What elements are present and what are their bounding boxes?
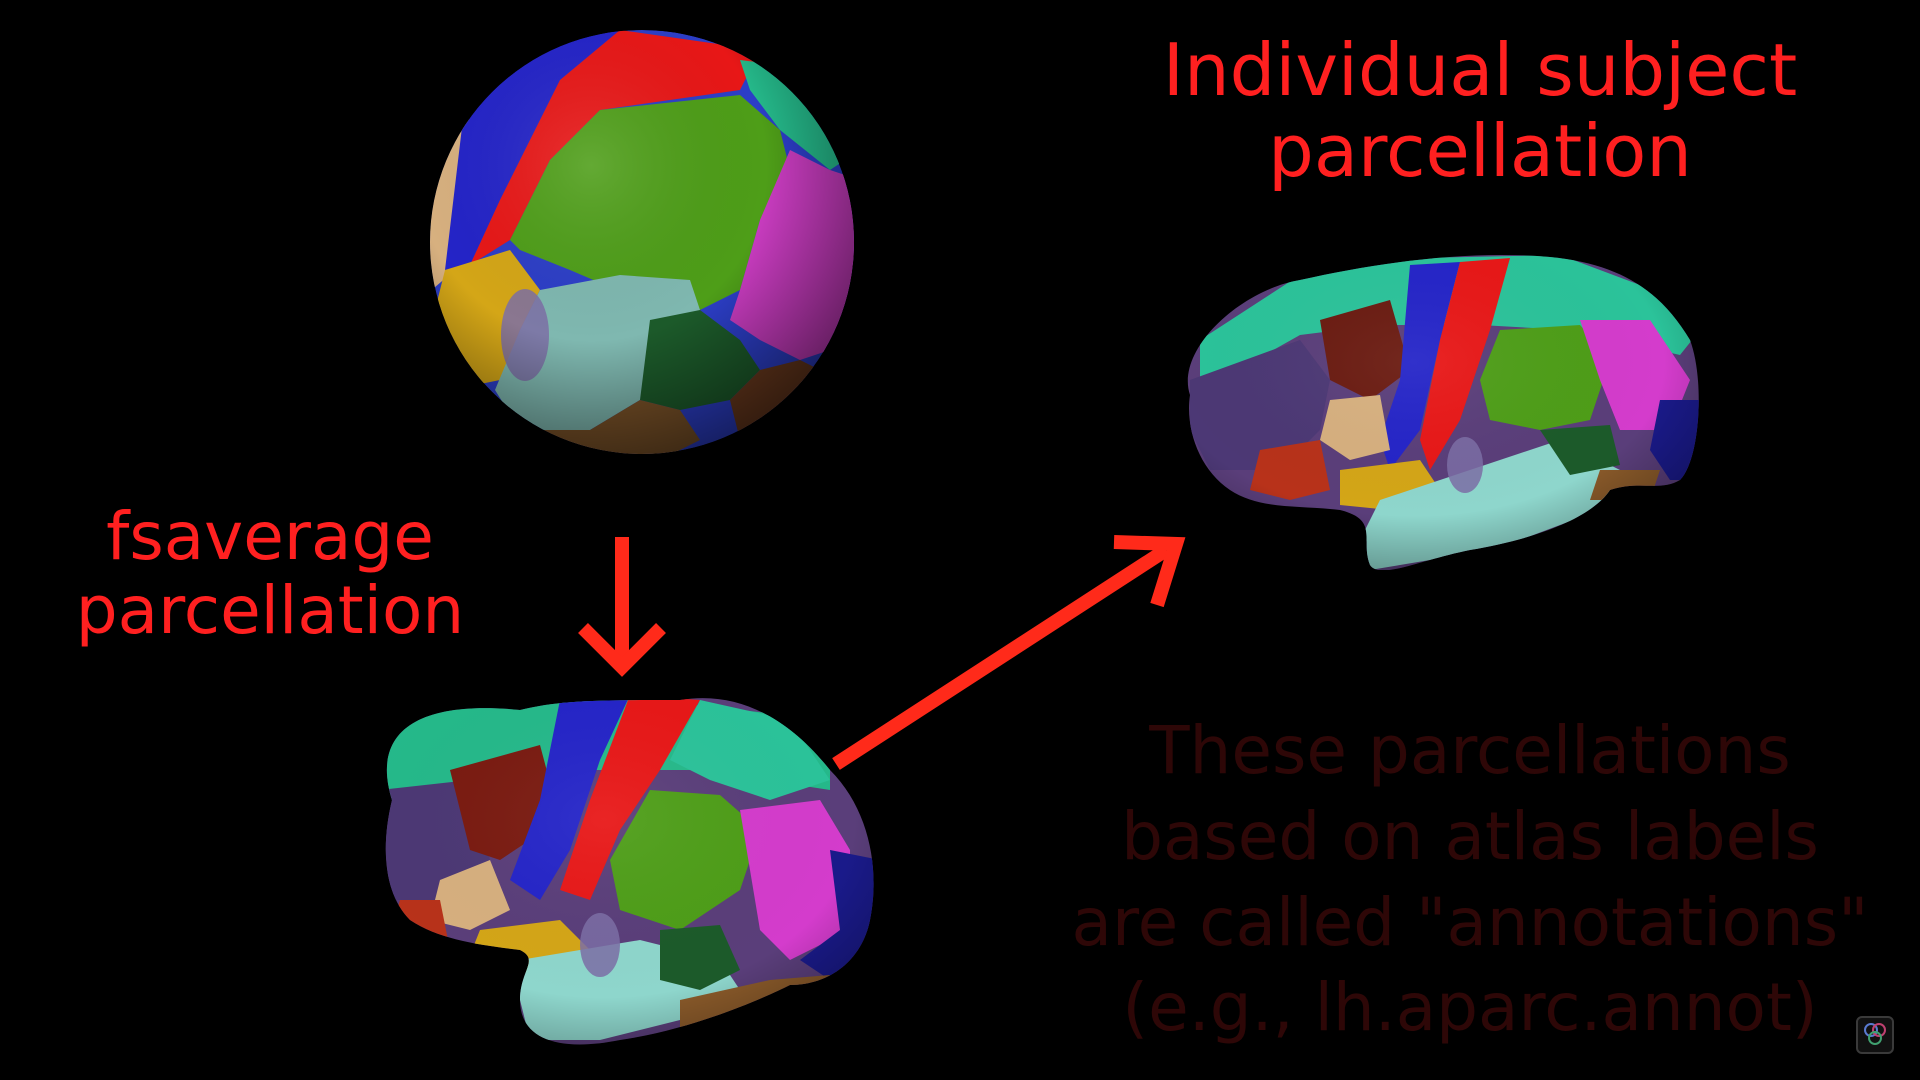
note-line2: based on atlas labels <box>1121 797 1819 875</box>
subject-label-line1: Individual subject <box>1162 28 1798 112</box>
fsaverage-label-line2: parcellation <box>75 571 465 649</box>
diagonal-arrow <box>832 535 1186 770</box>
subject-brain <box>1187 254 1699 570</box>
brain-logo-icon <box>1856 1016 1894 1054</box>
fsaverage-label-line1: fsaverage <box>106 498 434 575</box>
annotation-note: These parcellations based on atlas label… <box>1030 708 1910 1051</box>
subject-label-line2: parcellation <box>1268 108 1692 193</box>
sphere-parcellation <box>430 30 854 454</box>
fsaverage-brain <box>385 698 874 1045</box>
note-line3: are called "annotations" <box>1071 883 1869 961</box>
note-line1: These parcellations <box>1149 712 1791 789</box>
note-line4: (e.g., lh.aparc.annot) <box>1122 969 1818 1047</box>
down-arrow <box>578 537 666 677</box>
subject-parcellation-label: Individual subject parcellation <box>1050 30 1910 191</box>
fsaverage-parcellation-label: fsaverage parcellation <box>0 500 540 648</box>
